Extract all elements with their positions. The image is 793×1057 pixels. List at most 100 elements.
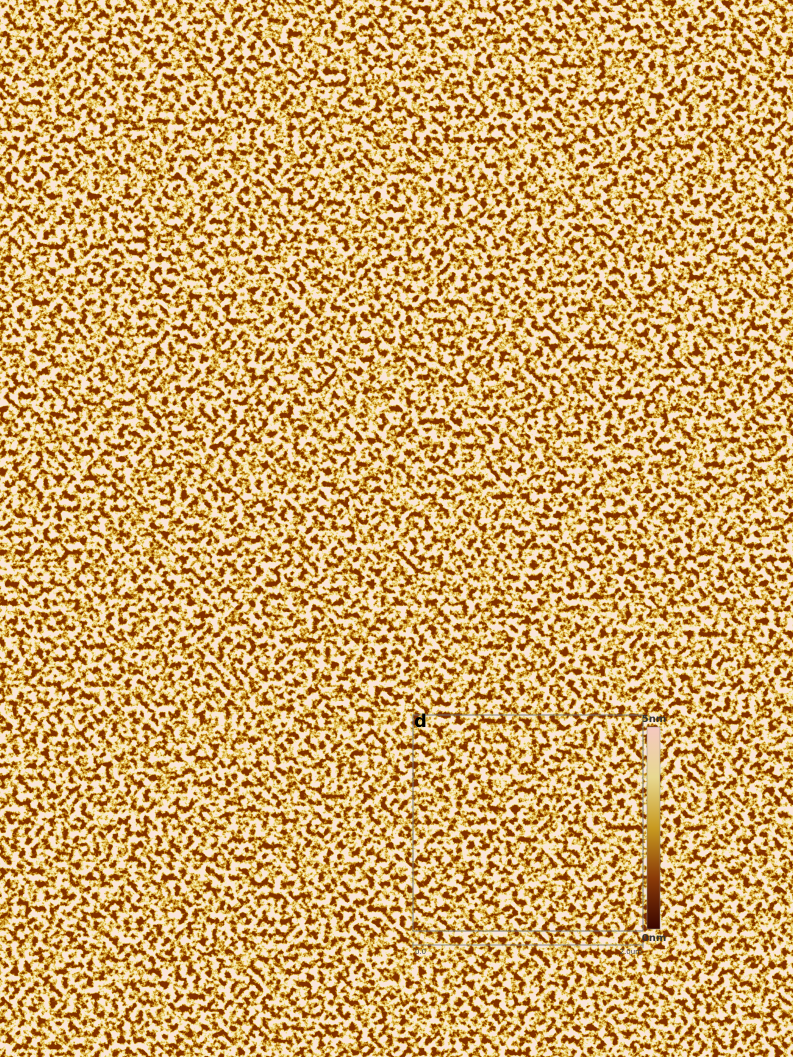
point [517,155,526,163]
point [603,148,610,155]
x-axis-label: 1.5 [297,689,310,698]
point [644,261,653,269]
surface-edge [419,521,618,669]
y-tick-label: 14 [446,249,454,258]
z-axis-label: 5.0 nm [150,495,171,502]
point [686,269,695,277]
colorbar [381,726,396,930]
point [475,70,484,78]
y-tick-label: 12 [446,269,454,278]
image-border [412,714,644,932]
panel-label: a [147,492,161,516]
x-axis-label: 2.0 µm [601,689,629,698]
y-axis-label: 1.5 [153,568,163,576]
point [602,233,610,241]
colorbar-min: 0nm [377,933,402,944]
y2-axis-label: Surface energy before annealing/mN m [736,100,746,242]
contact-angle: 75.9° [354,496,384,511]
axis-line [414,675,621,683]
axis-line [149,675,356,683]
x-tick-label: 4 [520,278,524,287]
x-axis-label: Fluorine content /% [546,289,624,299]
series-line [478,74,691,275]
image-border [147,714,379,932]
scale-end-label: 2.0um [355,948,378,956]
point [518,133,525,140]
point [687,247,695,255]
point [602,259,611,267]
point [517,244,526,252]
y-tick-label: 26 [446,130,454,139]
contact-angle: 109.8° [610,496,647,511]
point [673,77,679,83]
series-line [478,109,691,205]
y-axis-label: 2.0 µm [145,537,168,545]
point [695,77,701,83]
point [603,228,610,235]
y-axis-label: Suface energy after annealing /mN m [430,111,440,246]
legend-label: PMFSA: [636,75,664,84]
y-axis-label: 0.5 [408,630,418,638]
x-tick-label: 20 [687,278,695,287]
colorbar [646,726,661,930]
y2-tick-label: 28 [716,130,724,139]
point [560,142,567,149]
y2-tick-label: 0 [716,269,720,278]
x-tick-label: 16 [645,278,653,287]
afm-surface [155,522,352,668]
point [559,251,568,259]
x-axis-label: 1.5 [562,689,575,698]
annotation: before annealing [565,118,619,127]
point [672,97,680,105]
y-tick-label: 18 [446,209,454,218]
y-tick-label: 32 [446,70,454,79]
surface-side [420,660,617,674]
afm-image [148,715,378,931]
afm-surface [420,522,617,668]
annotation-arrowhead [555,120,561,126]
scale-end-label: 2.0um [620,948,643,956]
y-axis-label: 1.5 [418,568,428,576]
chart: 12 14 16 18 20 22 24 26 28 30 32 0 4 8 12 16 20 24 28 32 36 4… [428,70,754,299]
point [559,160,568,168]
x-axis-label: 0.5 [468,689,481,698]
y-tick-label: 30 [446,90,454,99]
y-tick-label: 20 [446,189,454,198]
y-axis-unit: -1 [428,80,436,86]
surface-edge [154,521,353,669]
point [686,199,695,207]
panel-label: d [414,711,427,732]
y-tick-label: 16 [446,229,454,238]
y-axis-label: 1.0 [148,599,158,607]
point [687,161,695,169]
point [518,208,525,215]
substrate [598,536,660,543]
y-tick-label: 28 [446,110,454,119]
substrate [343,536,395,543]
point [694,87,702,95]
z-axis-label: 5.0 nm [415,495,436,502]
z-axis-label: 0.0 nm [163,512,184,519]
x-tick-label: 12 [602,278,610,287]
y2-tick-label: 8 [716,229,720,238]
point [560,147,568,155]
scale-start: 0.0 [415,948,426,956]
point [645,160,652,168]
y2-axis-unit: -1 [744,252,754,260]
x-axis-label: 0.5 [203,689,216,698]
panel-label: c [149,711,160,732]
droplet [617,523,641,536]
point [475,105,484,113]
y2-tick-label: 20 [716,169,724,178]
point [560,222,568,229]
scale-start: 0.0 [150,948,161,956]
y-axis-label: 0.5 [143,630,153,638]
y-axis-label: 1.0 [413,599,423,607]
surface-side [155,660,352,674]
colorbar-min: 0nm [642,933,667,944]
y2-tick-label: 40 [716,70,724,79]
legend-label: PTFSA: [638,97,664,106]
point [644,190,653,198]
